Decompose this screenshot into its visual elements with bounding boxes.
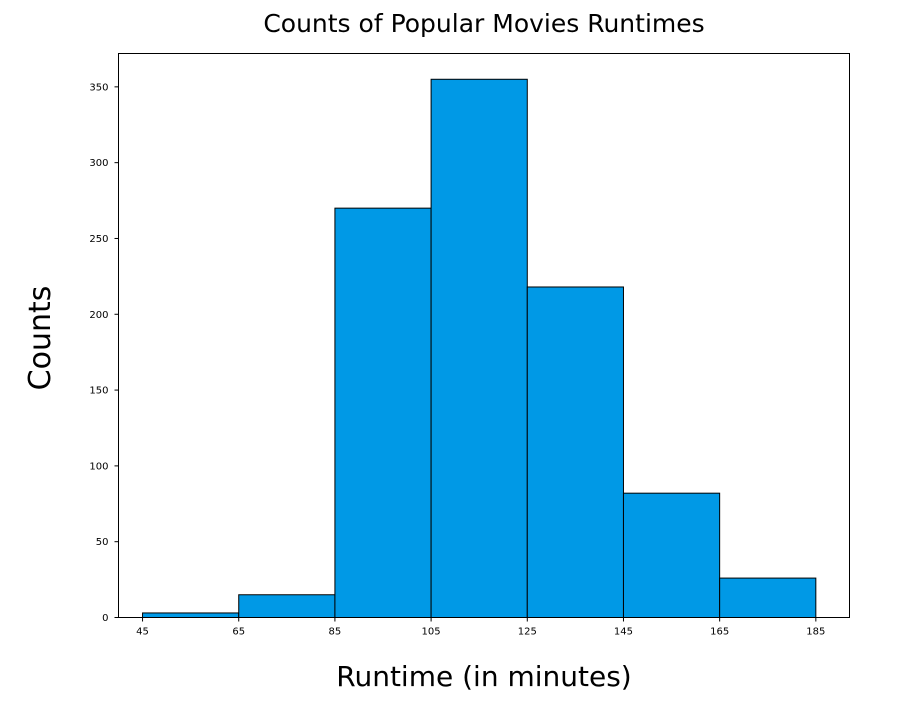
plot-frame [118,53,850,618]
x-tick-label: 165 [710,627,729,638]
histogram-bar-65-85 [238,594,336,618]
y-tick-label: 0 [102,613,108,624]
y-tick-label: 150 [89,386,108,397]
histogram-bar-125-145 [526,286,624,618]
y-tick-label: 50 [96,537,109,548]
x-tick-label: 125 [518,627,537,638]
x-tick-label: 85 [329,627,342,638]
y-tick-label: 250 [89,234,108,245]
y-axis-ticks: 0 50 100 150 200 250 300 350 [89,82,119,624]
histogram-bar-165-185 [719,577,817,618]
x-tick-label: 105 [422,627,441,638]
x-tick-label: 65 [232,627,245,638]
x-axis-ticks: 45 65 85 105 125 145 165 185 [136,617,825,638]
y-tick-label: 200 [89,310,108,321]
y-tick-label: 350 [89,82,108,93]
histogram-bar-105-125 [430,78,528,619]
histogram-bar-45-65 [142,612,240,618]
histogram-bar-145-165 [622,492,721,619]
x-tick-label: 145 [614,627,633,638]
x-tick-label: 45 [136,627,149,638]
y-axis-label: Counts [23,286,58,391]
x-axis-label: Runtime (in minutes) [336,660,631,693]
x-tick-label: 185 [806,627,825,638]
y-tick-label: 300 [89,158,108,169]
histogram-bar-85-105 [334,207,432,618]
bars-group [142,78,817,619]
chart-title: Counts of Popular Movies Runtimes [263,9,704,38]
y-tick-label: 100 [89,461,108,472]
